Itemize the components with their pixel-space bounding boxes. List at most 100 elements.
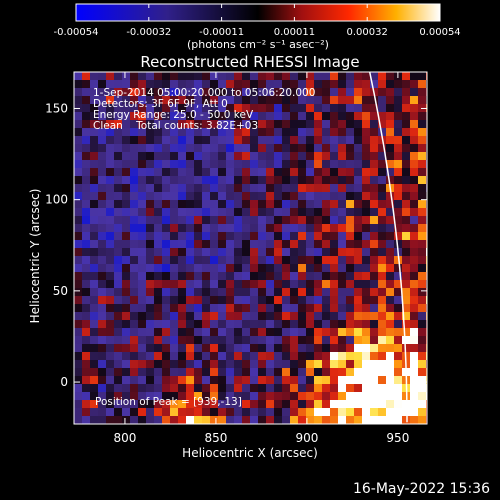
heatmap-cell bbox=[282, 336, 291, 345]
heatmap-cell bbox=[362, 176, 371, 185]
heatmap-cell bbox=[346, 256, 355, 265]
heatmap-cell bbox=[194, 392, 203, 401]
heatmap-cell bbox=[90, 144, 99, 153]
heatmap-cell bbox=[98, 256, 107, 265]
heatmap-cell bbox=[298, 88, 307, 97]
heatmap-cell bbox=[106, 400, 115, 409]
heatmap-cell bbox=[410, 72, 419, 81]
heatmap-cell bbox=[402, 216, 411, 225]
heatmap-cell bbox=[130, 80, 139, 89]
heatmap-cell bbox=[210, 400, 219, 409]
heatmap-cell bbox=[146, 112, 155, 121]
heatmap-cell bbox=[290, 208, 299, 217]
heatmap-cell bbox=[82, 384, 91, 393]
heatmap-cell bbox=[354, 96, 363, 105]
heatmap-cell bbox=[162, 160, 171, 169]
heatmap-cell bbox=[346, 280, 355, 289]
heatmap-cell bbox=[290, 184, 299, 193]
heatmap-cell bbox=[178, 304, 187, 313]
heatmap-cell bbox=[202, 344, 211, 353]
heatmap-cell bbox=[122, 352, 131, 361]
heatmap-cell bbox=[322, 272, 331, 281]
heatmap-cell bbox=[282, 360, 291, 369]
heatmap-cell bbox=[282, 328, 291, 337]
heatmap-cell bbox=[242, 248, 251, 257]
heatmap-cell bbox=[242, 320, 251, 329]
heatmap-cell bbox=[186, 176, 195, 185]
heatmap-cell bbox=[378, 232, 387, 241]
heatmap-cell bbox=[250, 240, 259, 249]
heatmap-cell bbox=[290, 416, 299, 424]
heatmap-cell bbox=[322, 200, 331, 209]
heatmap-cell bbox=[146, 280, 155, 289]
heatmap-cell bbox=[146, 328, 155, 337]
heatmap-cell bbox=[242, 128, 251, 137]
heatmap-cell bbox=[258, 400, 267, 409]
heatmap-cell bbox=[154, 136, 163, 145]
heatmap-cell bbox=[330, 392, 339, 401]
heatmap-cell bbox=[130, 416, 139, 424]
heatmap-cell bbox=[226, 360, 235, 369]
heatmap-cell bbox=[98, 344, 107, 353]
heatmap-cell bbox=[234, 256, 243, 265]
heatmap-cell bbox=[234, 392, 243, 401]
heatmap-cell bbox=[90, 88, 99, 97]
heatmap-cell bbox=[402, 88, 411, 97]
heatmap-cell bbox=[258, 328, 267, 337]
heatmap-cell bbox=[234, 288, 243, 297]
heatmap-cell bbox=[314, 304, 323, 313]
heatmap-cell bbox=[258, 232, 267, 241]
heatmap-cell bbox=[338, 152, 347, 161]
heatmap-cell bbox=[186, 328, 195, 337]
heatmap-cell bbox=[330, 144, 339, 153]
heatmap-cell bbox=[162, 176, 171, 185]
heatmap-cell bbox=[130, 304, 139, 313]
heatmap-cell bbox=[290, 320, 299, 329]
heatmap-cell bbox=[98, 400, 107, 409]
heatmap-cell bbox=[274, 336, 283, 345]
heatmap-cell bbox=[402, 144, 411, 153]
heatmap-cell bbox=[394, 336, 403, 345]
heatmap-cell bbox=[202, 176, 211, 185]
heatmap-cell bbox=[74, 152, 83, 161]
heatmap-cell bbox=[242, 120, 251, 129]
heatmap-cell bbox=[178, 200, 187, 209]
heatmap-cell bbox=[274, 168, 283, 177]
heatmap-cell bbox=[274, 216, 283, 225]
heatmap-cell bbox=[362, 400, 371, 409]
heatmap-cell bbox=[282, 192, 291, 201]
heatmap-cell bbox=[98, 128, 107, 137]
heatmap-cell bbox=[162, 280, 171, 289]
heatmap-cell bbox=[146, 184, 155, 193]
heatmap-cell bbox=[322, 80, 331, 89]
heatmap-cell bbox=[298, 320, 307, 329]
heatmap-cell bbox=[282, 152, 291, 161]
heatmap-cell bbox=[306, 352, 315, 361]
heatmap-cell bbox=[314, 240, 323, 249]
heatmap-cell bbox=[202, 168, 211, 177]
heatmap-cell bbox=[202, 360, 211, 369]
heatmap-cell bbox=[370, 240, 379, 249]
heatmap-cell bbox=[178, 328, 187, 337]
heatmap-cell bbox=[138, 408, 147, 417]
heatmap-cell bbox=[394, 320, 403, 329]
heatmap-cell bbox=[378, 160, 387, 169]
heatmap-cell bbox=[290, 128, 299, 137]
heatmap-cell bbox=[90, 336, 99, 345]
heatmap-cell bbox=[250, 280, 259, 289]
heatmap-cell bbox=[82, 80, 91, 89]
heatmap-cell bbox=[314, 96, 323, 105]
heatmap-cell bbox=[346, 288, 355, 297]
heatmap-cell bbox=[130, 200, 139, 209]
heatmap-cell bbox=[202, 264, 211, 273]
heatmap-cell bbox=[410, 296, 419, 305]
heatmap-cell bbox=[178, 232, 187, 241]
heatmap-cell bbox=[194, 304, 203, 313]
heatmap-cell bbox=[362, 136, 371, 145]
heatmap-cell bbox=[370, 128, 379, 137]
heatmap-cell bbox=[378, 416, 387, 424]
heatmap-cell bbox=[90, 232, 99, 241]
heatmap-cell bbox=[202, 112, 211, 121]
heatmap-cell bbox=[306, 272, 315, 281]
